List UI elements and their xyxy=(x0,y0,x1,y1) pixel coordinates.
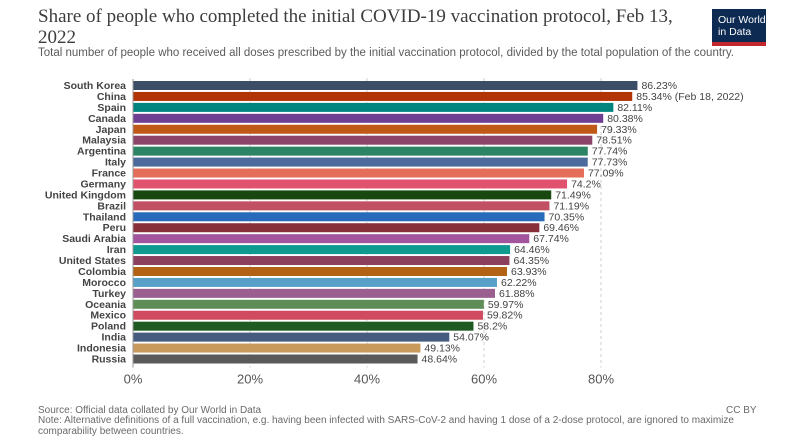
category-label: Germany xyxy=(80,178,126,190)
bar xyxy=(133,135,593,145)
category-label: Russia xyxy=(92,354,127,366)
bar xyxy=(133,113,604,123)
category-label: Mexico xyxy=(90,310,126,322)
category-label: Saudi Arabia xyxy=(62,233,126,245)
category-label: Peru xyxy=(103,222,126,234)
x-tick-label: 80% xyxy=(588,371,614,386)
bar xyxy=(133,124,598,134)
category-label: Turkey xyxy=(92,288,126,300)
bar xyxy=(133,234,530,244)
bar xyxy=(133,277,497,287)
footnote: Note: Alternative definitions of a full … xyxy=(38,415,734,437)
value-label: 64.46% xyxy=(514,244,550,256)
value-label: 69.46% xyxy=(543,222,579,234)
bar xyxy=(133,179,568,189)
bar xyxy=(133,332,450,342)
logo-line-1: Our World xyxy=(718,14,766,26)
category-label: South Korea xyxy=(64,80,127,92)
value-label: 80.38% xyxy=(607,113,643,125)
bar xyxy=(133,91,633,101)
value-label: 59.82% xyxy=(487,310,523,322)
value-label: 49.13% xyxy=(424,343,460,355)
x-tick-label: 20% xyxy=(237,371,263,386)
value-label: 78.51% xyxy=(596,135,632,147)
category-label: Morocco xyxy=(82,277,126,289)
category-label: United States xyxy=(59,255,126,267)
category-label: Oceania xyxy=(85,299,126,311)
bar xyxy=(133,168,584,178)
category-label: Canada xyxy=(88,113,126,125)
bar xyxy=(133,146,588,156)
value-label: 54.07% xyxy=(453,332,489,344)
bar xyxy=(133,245,511,255)
value-label: 79.33% xyxy=(601,124,637,136)
value-label: 61.88% xyxy=(499,288,535,300)
value-label: 77.73% xyxy=(592,157,628,169)
category-label: Argentina xyxy=(77,146,126,158)
category-label: France xyxy=(92,168,127,180)
value-label: 86.23% xyxy=(641,80,677,92)
bar xyxy=(133,190,552,200)
category-label: Brazil xyxy=(97,200,126,212)
value-label: 85.34% (Feb 18, 2022) xyxy=(636,91,743,103)
bar xyxy=(133,288,495,298)
value-label: 74.2% xyxy=(571,178,601,190)
value-label: 70.35% xyxy=(549,211,585,223)
category-label: Thailand xyxy=(83,211,126,223)
chart-subtitle: Total number of people who received all … xyxy=(38,47,734,59)
bar xyxy=(133,343,421,353)
category-label: India xyxy=(101,332,126,344)
bar xyxy=(133,321,474,331)
value-label: 59.97% xyxy=(488,299,524,311)
category-label: Indonesia xyxy=(77,343,126,355)
value-label: 77.09% xyxy=(588,168,624,180)
bar xyxy=(133,81,638,90)
value-label: 48.64% xyxy=(422,354,458,366)
bar xyxy=(133,201,550,211)
bar xyxy=(133,212,545,222)
value-label: 64.35% xyxy=(513,255,549,267)
x-tick-label: 0% xyxy=(124,371,143,386)
category-label: United Kingdom xyxy=(45,189,126,201)
category-label: Italy xyxy=(105,157,126,169)
chart-title: Share of people who completed the initia… xyxy=(38,6,673,48)
category-label: Spain xyxy=(97,102,126,114)
bar xyxy=(133,266,507,276)
value-label: 71.49% xyxy=(555,189,591,201)
category-label: China xyxy=(97,91,126,103)
category-label: Colombia xyxy=(78,266,126,278)
value-label: 82.11% xyxy=(617,102,652,114)
bar xyxy=(133,310,483,320)
bar-chart: 0% 20% 40% 60% 80% South Korea 86.23% China 85.3… xyxy=(45,78,744,386)
bar xyxy=(133,223,540,233)
value-label: 58.2% xyxy=(477,321,507,333)
logo-line-2: in Data xyxy=(718,26,752,38)
bar xyxy=(133,157,588,167)
owid-logo[interactable]: Our World in Data xyxy=(712,9,766,46)
bar xyxy=(133,102,614,112)
category-label: Iran xyxy=(107,244,126,256)
category-label: Japan xyxy=(96,124,126,136)
x-tick-label: 40% xyxy=(354,371,380,386)
bar xyxy=(133,354,418,364)
value-label: 67.74% xyxy=(533,233,569,245)
x-tick-label: 60% xyxy=(471,371,497,386)
value-label: 71.19% xyxy=(553,200,589,212)
bar xyxy=(133,299,484,309)
value-label: 62.22% xyxy=(501,277,537,289)
category-label: Poland xyxy=(91,321,126,333)
value-label: 77.74% xyxy=(592,146,628,158)
source-note: Source: Official data collated by Our Wo… xyxy=(38,405,262,416)
license-label: CC BY xyxy=(726,405,757,416)
bar xyxy=(133,256,510,266)
value-label: 63.93% xyxy=(511,266,547,278)
category-label: Malaysia xyxy=(82,135,126,147)
